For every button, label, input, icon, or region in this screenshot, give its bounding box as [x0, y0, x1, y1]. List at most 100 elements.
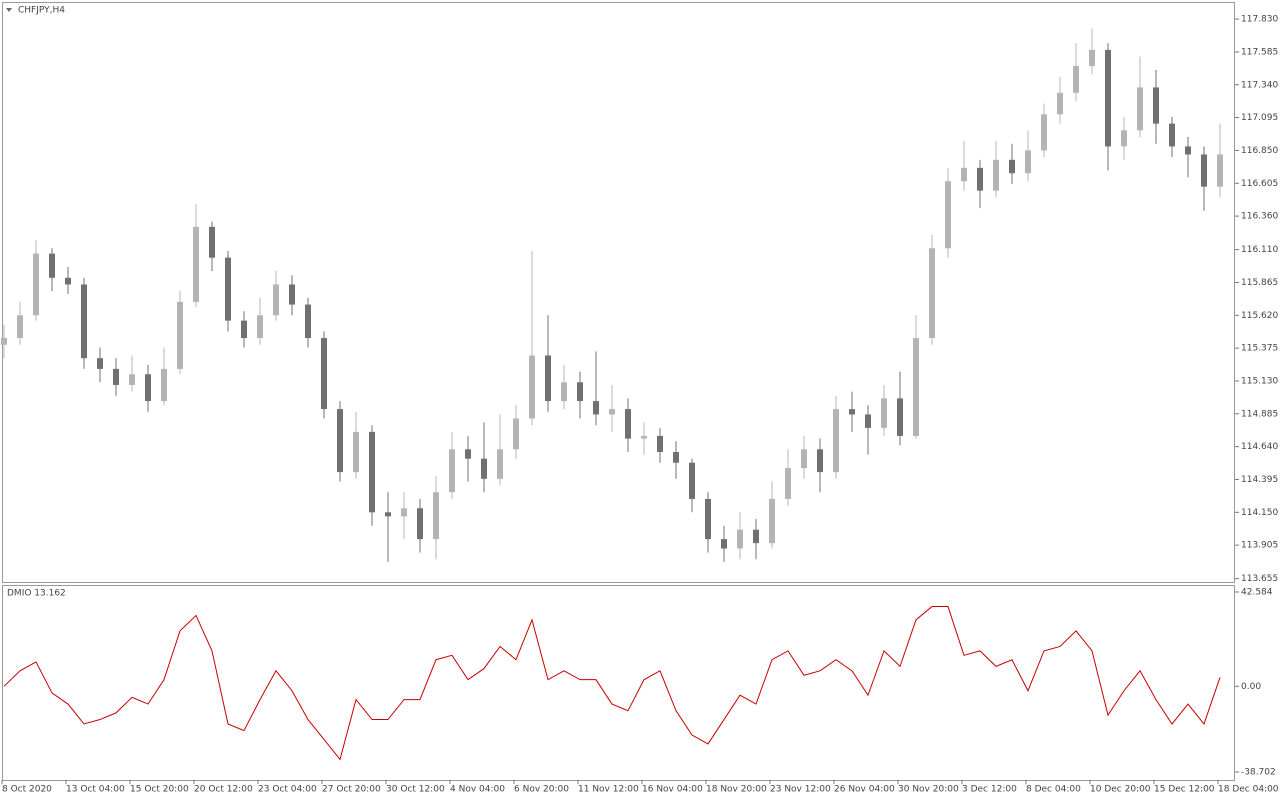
candle-body [225, 257, 231, 321]
x-tick-label: 3 Dec 12:00 [962, 785, 1017, 795]
x-tick-label: 15 Dec 12:00 [1154, 785, 1215, 795]
candle-body [577, 382, 583, 402]
y-tick-label: 42.584 [1241, 587, 1273, 597]
candle-body [529, 355, 535, 419]
candle-body [33, 253, 39, 316]
candle-body [81, 284, 87, 359]
candle-body [193, 226, 199, 302]
x-tick-label: 15 Oct 20:00 [130, 785, 189, 795]
candle-body [385, 512, 391, 517]
collapse-icon[interactable] [6, 8, 12, 12]
candle-body [913, 338, 919, 436]
candle-body [657, 435, 663, 452]
candle-body [1089, 49, 1095, 66]
candle-body [113, 368, 119, 385]
candle-body [1041, 114, 1047, 151]
candle-body [257, 315, 263, 339]
candle-body [1169, 123, 1175, 147]
candle-body [961, 167, 967, 182]
candle-body [97, 358, 103, 369]
y-tick-label: 117.095 [1241, 113, 1278, 123]
candle-body [289, 284, 295, 305]
candle-body [977, 167, 983, 191]
candle-body [1201, 154, 1207, 187]
y-tick-label: 0.00 [1241, 682, 1261, 692]
candle-body [513, 418, 519, 450]
x-tick-label: 20 Oct 12:00 [194, 785, 253, 795]
candle-body [337, 409, 343, 473]
candle-body [929, 248, 935, 339]
candle-body [769, 498, 775, 544]
y-tick-label: 114.150 [1241, 508, 1278, 518]
candle-body [1217, 154, 1223, 187]
candle-body [401, 508, 407, 517]
x-tick-label: 30 Oct 12:00 [386, 785, 445, 795]
candle-body [865, 414, 871, 428]
candle-body [145, 374, 151, 402]
x-tick-label: 18 Dec 04:00 [1218, 785, 1279, 795]
candle-body [881, 398, 887, 428]
y-tick-label: 117.830 [1241, 15, 1278, 25]
x-tick-label: 16 Nov 04:00 [642, 785, 703, 795]
y-tick-label: 116.605 [1241, 179, 1278, 189]
candle-body [673, 451, 679, 463]
candle-body [305, 304, 311, 339]
candle-body [993, 159, 999, 191]
candle-body [1009, 159, 1015, 174]
y-tick-label: 114.395 [1241, 475, 1278, 485]
price-panel [2, 2, 1235, 583]
y-tick-label: 116.850 [1241, 146, 1278, 156]
candle-body [833, 409, 839, 473]
candle-body [1073, 65, 1079, 93]
x-tick-label: 26 Nov 04:00 [834, 785, 895, 795]
candle-body [945, 181, 951, 249]
indicator-title: DMIO 13.162 [7, 589, 66, 599]
candle-body [1137, 87, 1143, 131]
y-tick-label: 117.585 [1241, 47, 1278, 57]
x-tick-label: 18 Nov 20:00 [706, 785, 767, 795]
candle-body [65, 277, 71, 285]
candle-body [353, 431, 359, 473]
candle-body [1105, 49, 1111, 147]
candle-body [1185, 146, 1191, 155]
candle-body [609, 409, 615, 415]
candle-body [801, 449, 807, 469]
candle-body [817, 449, 823, 473]
chart-title: CHFJPY,H4 [18, 6, 65, 16]
candle-body [433, 492, 439, 540]
y-tick-label: 113.905 [1241, 541, 1278, 551]
candle-body [241, 320, 247, 339]
y-tick-label: 116.360 [1241, 212, 1278, 222]
x-tick-label: 6 Nov 20:00 [514, 785, 569, 795]
candle-body [849, 409, 855, 415]
candle-body [497, 449, 503, 479]
candle-body [753, 529, 759, 544]
x-tick-label: 8 Dec 04:00 [1026, 785, 1081, 795]
candle-body [49, 253, 55, 278]
candle-body [1, 338, 7, 345]
y-tick-label: 116.110 [1241, 245, 1278, 255]
candle-body [161, 368, 167, 402]
candle-body [273, 284, 279, 316]
candle-body [177, 301, 183, 369]
x-tick-label: 8 Oct 2020 [2, 785, 52, 795]
candle-body [449, 449, 455, 493]
candle-body [17, 315, 23, 339]
candle-body [1025, 150, 1031, 174]
candle-body [721, 539, 727, 549]
candle-body [641, 435, 647, 439]
candle-body [465, 449, 471, 459]
candle-body [129, 374, 135, 385]
x-tick-label: 27 Oct 20:00 [322, 785, 381, 795]
x-tick-label: 10 Dec 20:00 [1090, 785, 1151, 795]
candle-body [689, 462, 695, 499]
candle-body [417, 508, 423, 540]
candle-body [897, 398, 903, 436]
candle-body [481, 458, 487, 479]
y-tick-label: 117.340 [1241, 80, 1278, 90]
candle-body [1121, 130, 1127, 147]
candle-body [321, 338, 327, 410]
candle-body [561, 382, 567, 402]
